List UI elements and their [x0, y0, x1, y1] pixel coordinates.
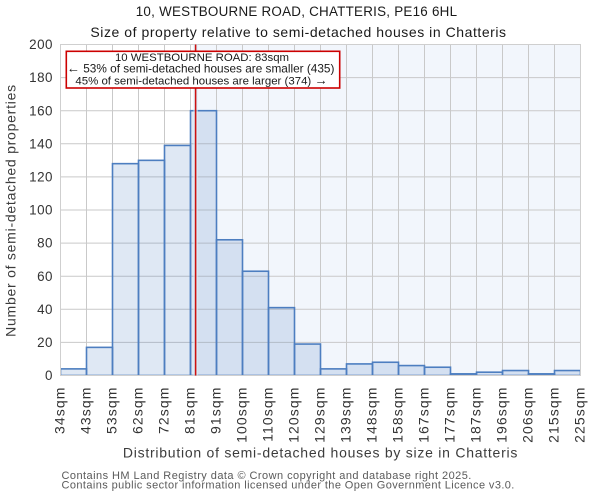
svg-text:72sqm: 72sqm [156, 387, 172, 435]
svg-text:10, WESTBOURNE ROAD, CHATTERIS: 10, WESTBOURNE ROAD, CHATTERIS, PE16 6HL [136, 4, 458, 19]
svg-text:40: 40 [37, 302, 53, 317]
svg-text:60: 60 [37, 269, 53, 284]
svg-text:10 WESTBOURNE ROAD: 83sqm: 10 WESTBOURNE ROAD: 83sqm [115, 52, 289, 64]
svg-text:53sqm: 53sqm [104, 387, 120, 435]
svg-text:139sqm: 139sqm [338, 387, 354, 443]
svg-text:160: 160 [29, 103, 53, 118]
svg-text:0: 0 [45, 368, 53, 383]
svg-text:206sqm: 206sqm [520, 387, 536, 443]
svg-text:34sqm: 34sqm [52, 387, 68, 435]
svg-text:Contains HM Land Registry data: Contains HM Land Registry data © Crown c… [62, 470, 472, 482]
svg-text:215sqm: 215sqm [546, 387, 562, 443]
svg-text:110sqm: 110sqm [260, 387, 276, 442]
svg-text:120: 120 [29, 170, 53, 185]
svg-text:158sqm: 158sqm [390, 387, 406, 443]
svg-text:140: 140 [29, 136, 53, 151]
svg-text:91sqm: 91sqm [208, 387, 224, 435]
svg-text:129sqm: 129sqm [312, 387, 328, 443]
svg-text:100sqm: 100sqm [234, 387, 250, 443]
svg-text:62sqm: 62sqm [130, 387, 146, 435]
svg-text:200: 200 [29, 37, 53, 52]
svg-text:80: 80 [37, 236, 53, 251]
svg-text:45% of semi-detached houses ar: 45% of semi-detached houses are larger (… [75, 72, 327, 87]
svg-text:177sqm: 177sqm [442, 387, 458, 443]
svg-text:180: 180 [29, 70, 53, 85]
svg-text:187sqm: 187sqm [468, 387, 484, 443]
svg-text:Distribution of semi-detached: Distribution of semi-detached houses by … [123, 445, 518, 461]
svg-text:100: 100 [29, 203, 53, 218]
svg-text:120sqm: 120sqm [286, 387, 302, 443]
svg-text:148sqm: 148sqm [364, 387, 380, 443]
svg-text:Size of property relative to s: Size of property relative to semi-detach… [90, 24, 506, 40]
svg-text:← 53% of semi-detached houses: ← 53% of semi-detached houses are smalle… [67, 61, 335, 76]
svg-text:225sqm: 225sqm [572, 387, 588, 443]
svg-text:Number of semi-detached proper: Number of semi-detached properties [2, 84, 18, 337]
svg-text:196sqm: 196sqm [494, 387, 510, 443]
svg-text:81sqm: 81sqm [182, 387, 198, 435]
svg-text:Contains public sector informa: Contains public sector information licen… [62, 480, 515, 492]
svg-text:20: 20 [37, 335, 53, 350]
svg-text:167sqm: 167sqm [416, 387, 432, 443]
svg-text:43sqm: 43sqm [78, 387, 94, 435]
